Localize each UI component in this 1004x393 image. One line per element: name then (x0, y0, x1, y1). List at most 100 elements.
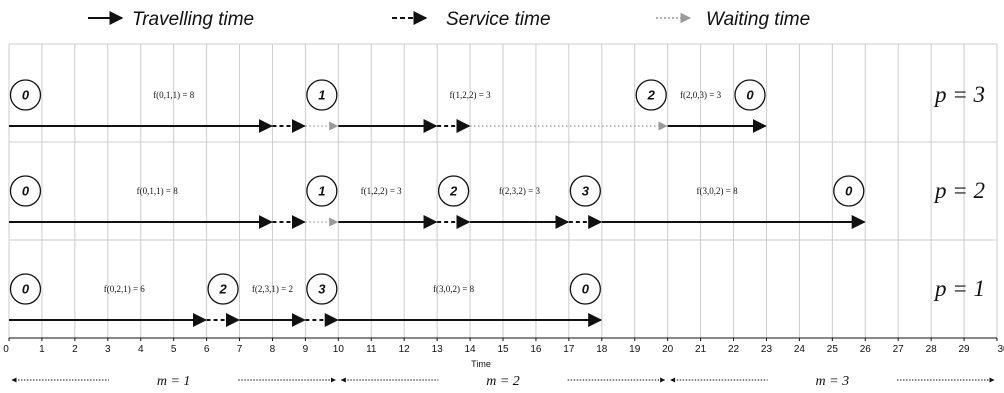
axis-tick-label: 17 (563, 344, 575, 355)
axis-tick-label: 7 (237, 344, 243, 355)
node-label: 0 (746, 88, 754, 103)
node: 1 (306, 175, 338, 207)
axis-tick-label: 23 (761, 344, 773, 355)
node-label: 2 (218, 282, 227, 297)
axis-tick-label: 14 (465, 344, 477, 355)
period-m-3: m = 3 (670, 374, 995, 389)
arc-cost-label: f(0,1,1) = 8 (153, 90, 195, 100)
axis-tick-label: 28 (926, 344, 938, 355)
axis-tick-label: 27 (893, 344, 905, 355)
node-label: 0 (845, 184, 853, 199)
node-label: 0 (22, 88, 30, 103)
arc-cost-label: f(2,3,2) = 3 (499, 186, 541, 196)
legend-waiting-label: Waiting time (706, 9, 810, 30)
node: 2 (437, 175, 470, 207)
node-label: 3 (582, 184, 590, 199)
node-label: 0 (582, 282, 590, 297)
axis-tick-label: 24 (794, 344, 806, 355)
arc-cost-label: f(0,1,1) = 8 (137, 186, 179, 196)
node: 0 (9, 79, 42, 111)
legend-service-label: Service time (446, 9, 551, 30)
node-label: 3 (318, 282, 326, 297)
node: 0 (9, 175, 42, 207)
arc-cost-label: f(3,0,2) = 8 (433, 284, 475, 294)
legend-travel-label: Travelling time (132, 9, 254, 30)
node-circle (833, 175, 865, 207)
node-label: 2 (449, 184, 458, 199)
arc-cost-label: f(1,2,2) = 3 (450, 90, 492, 100)
axis-tick-label: 4 (138, 344, 144, 355)
axis-tick-label: 25 (827, 344, 839, 355)
node: 0 (569, 273, 601, 305)
axis-tick-label: 20 (662, 344, 674, 355)
node: 0 (833, 175, 865, 207)
axis-tick-label: 11 (366, 344, 377, 355)
axis-tick-label: 12 (399, 344, 411, 355)
node: 0 (734, 79, 766, 111)
axis-title: Time (471, 359, 491, 369)
node: 0 (9, 273, 42, 305)
node-circle (207, 273, 239, 305)
axis-tick-label: 30 (997, 344, 1004, 355)
legend-travel: Travelling time (88, 9, 254, 30)
axis-tick-label: 13 (432, 344, 444, 355)
axis-tick-label: 5 (171, 344, 177, 355)
node: 3 (306, 273, 338, 305)
axis-tick-label: 21 (695, 344, 707, 355)
node-circle (569, 175, 601, 207)
legend: Travelling time Service time Waiting tim… (88, 9, 810, 30)
row-p-2: 0 1 2 3 0 f(0,1,1) = 8 f(1,2,2) = 3 f(2,3,2) = … (9, 175, 985, 229)
rows: 0 1 2 0 f(0,1,1) = 8 f(1,2,2) = 3 f(2,0,3) = 3… (9, 79, 985, 327)
period-label: m = 3 (816, 374, 850, 389)
period-label: m = 2 (486, 374, 520, 389)
node-circle (306, 79, 338, 111)
axis-tick-label: 22 (728, 344, 740, 355)
period-m-1: m = 1 (11, 374, 336, 389)
node-circle (569, 273, 601, 305)
node: 3 (569, 175, 601, 207)
periods: m = 1 m = 2 m = 3 (11, 374, 995, 389)
arc-cost-label: f(2,3,1) = 2 (252, 284, 293, 294)
period-label: m = 1 (157, 374, 191, 389)
arc-cost-label: f(0,2,1) = 6 (104, 284, 146, 294)
axis-tick-label: 2 (72, 344, 78, 355)
legend-service: Service time (392, 9, 551, 30)
axis-tick-label: 9 (303, 344, 309, 355)
axis-tick-label: 15 (497, 344, 509, 355)
row-label: p = 3 (933, 82, 985, 107)
node-label: 1 (318, 184, 325, 199)
grid (8, 43, 998, 339)
axis-tick-label: 6 (204, 344, 210, 355)
row-label: p = 1 (933, 276, 985, 301)
node: 2 (207, 273, 239, 305)
axis-tick-label: 29 (959, 344, 971, 355)
node-circle (9, 175, 42, 207)
node: 1 (306, 79, 338, 111)
legend-waiting: Waiting time (656, 9, 810, 30)
node-label: 2 (647, 88, 656, 103)
axis-tick-label: 26 (860, 344, 872, 355)
axis-tick-label: 18 (596, 344, 608, 355)
axis-tick-label: 8 (270, 344, 276, 355)
node-circle (306, 175, 338, 207)
node-circle (734, 79, 766, 111)
node-label: 0 (22, 282, 30, 297)
node-label: 0 (22, 184, 30, 199)
row-label: p = 2 (933, 178, 985, 203)
axis-tick-label: 1 (39, 344, 45, 355)
time-axis: Time 0 1 2 3 4 5 6 7 8 9 10 11 12 13 14 15 16 17 18 19 20 21 2… (3, 337, 1004, 369)
node: 2 (635, 79, 667, 111)
row-p-1: 0 2 3 0 f(0,2,1) = 6 f(2,3,1) = 2 f(3,0,2) = 8… (9, 273, 985, 327)
period-m-2: m = 2 (340, 374, 666, 389)
node-circle (9, 273, 42, 305)
node-circle (306, 273, 338, 305)
axis-tick-label: 16 (530, 344, 542, 355)
row-p-3: 0 1 2 0 f(0,1,1) = 8 f(1,2,2) = 3 f(2,0,3) = 3… (9, 79, 985, 133)
arc-cost-label: f(3,0,2) = 8 (697, 186, 739, 196)
axis-tick-label: 0 (3, 344, 9, 355)
arc-cost-label: f(1,2,2) = 3 (361, 186, 403, 196)
axis-tick-label: 3 (105, 344, 111, 355)
node-circle (9, 79, 42, 111)
node-label: 1 (318, 88, 325, 103)
